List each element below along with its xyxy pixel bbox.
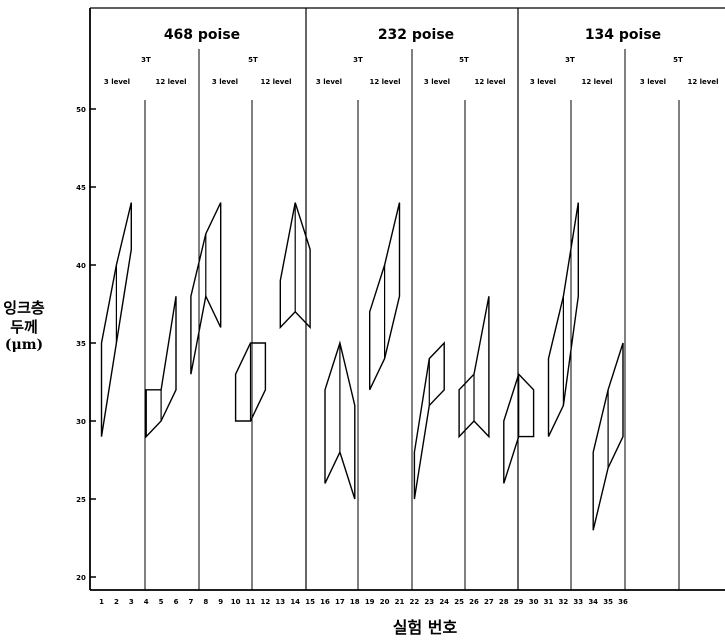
y-tick-label: 40: [76, 262, 86, 270]
x-tick-label: 11: [246, 598, 256, 606]
x-tick-label: 23: [424, 598, 434, 606]
treatment-title: 5T: [459, 56, 469, 64]
x-tick-label: 5: [159, 598, 164, 606]
x-tick-label: 29: [514, 598, 524, 606]
x-tick-label: 16: [320, 598, 330, 606]
x-tick-label: 19: [365, 598, 375, 606]
x-tick-label: 10: [231, 598, 241, 606]
y-tick-label: 25: [76, 496, 86, 504]
x-tick-label: 27: [484, 598, 494, 606]
treatment-title: 5T: [248, 56, 258, 64]
x-tick-label: 21: [395, 598, 405, 606]
viscosity-title: 468 poise: [164, 27, 240, 43]
level-title: 12 level: [687, 78, 718, 86]
x-tick-label: 34: [588, 598, 598, 606]
x-tick-label: 1: [99, 598, 104, 606]
x-tick-label: 33: [573, 598, 583, 606]
x-tick-label: 24: [439, 598, 449, 606]
x-tick-label: 35: [603, 598, 613, 606]
y-tick-label: 35: [76, 340, 86, 348]
y-axis-label-line-1: 잉크층: [3, 299, 45, 317]
x-tick-label: 8: [203, 598, 208, 606]
y-axis-label-line-3: (μm): [4, 337, 44, 353]
x-tick-label: 36: [618, 598, 628, 606]
x-tick-label: 18: [350, 598, 360, 606]
level-title: 3 level: [212, 78, 238, 86]
y-tick-label: 50: [76, 106, 86, 114]
y-tick-label: 30: [76, 418, 86, 426]
treatment-title: 3T: [141, 56, 151, 64]
treatment-title: 3T: [565, 56, 575, 64]
y-tick-label: 20: [76, 574, 86, 582]
x-tick-label: 3: [129, 598, 134, 606]
level-title: 3 level: [316, 78, 342, 86]
x-tick-label: 13: [275, 598, 285, 606]
treatment-title: 3T: [353, 56, 363, 64]
level-title: 3 level: [640, 78, 666, 86]
viscosity-title: 232 poise: [378, 27, 454, 43]
level-title: 3 level: [104, 78, 130, 86]
level-title: 12 level: [155, 78, 186, 86]
x-tick-label: 17: [335, 598, 345, 606]
x-tick-label: 31: [544, 598, 554, 606]
level-title: 12 level: [369, 78, 400, 86]
x-tick-label: 28: [499, 598, 509, 606]
level-title: 12 level: [474, 78, 505, 86]
level-title: 3 level: [530, 78, 556, 86]
x-tick-label: 26: [469, 598, 479, 606]
x-tick-label: 6: [174, 598, 179, 606]
x-tick-label: 30: [529, 598, 539, 606]
x-tick-label: 12: [261, 598, 271, 606]
level-title: 12 level: [260, 78, 291, 86]
treatment-title: 5T: [673, 56, 683, 64]
x-tick-label: 9: [218, 598, 223, 606]
x-axis-label: 실험 번호: [392, 618, 458, 637]
x-tick-label: 7: [188, 598, 193, 606]
x-tick-label: 25: [454, 598, 464, 606]
x-tick-label: 14: [290, 598, 300, 606]
y-tick-label: 45: [76, 184, 86, 192]
level-title: 12 level: [581, 78, 612, 86]
x-tick-label: 15: [305, 598, 315, 606]
viscosity-title: 134 poise: [585, 27, 661, 43]
y-axis-label-line-2: 두께: [10, 318, 38, 336]
level-title: 3 level: [424, 78, 450, 86]
x-tick-label: 32: [559, 598, 569, 606]
x-tick-label: 2: [114, 598, 119, 606]
x-tick-label: 4: [144, 598, 149, 606]
x-tick-label: 22: [410, 598, 420, 606]
x-tick-label: 20: [380, 598, 390, 606]
